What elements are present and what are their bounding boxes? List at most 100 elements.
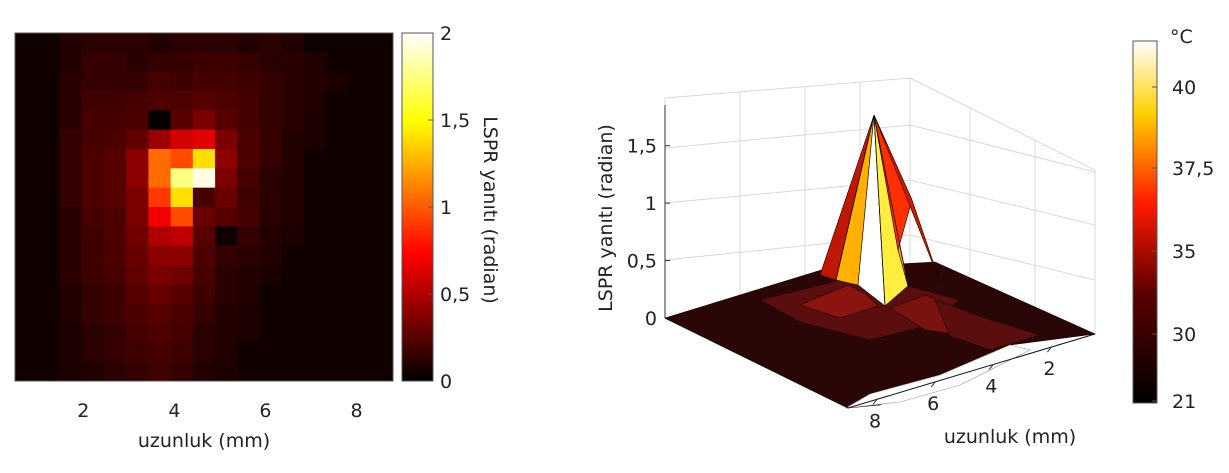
heatmap-cell	[81, 342, 105, 363]
heatmap-cell	[126, 342, 149, 363]
heatmap-cell	[326, 207, 349, 227]
heatmap-cell	[148, 187, 172, 208]
surface-colorbar-gradient	[1132, 40, 1158, 404]
heatmap-cell	[170, 284, 194, 305]
heatmap-cell	[281, 303, 305, 324]
heatmap-cell	[15, 245, 38, 266]
heatmap-cell	[15, 71, 38, 92]
heatmap-cell	[370, 168, 394, 189]
heatmap-cell	[237, 110, 260, 131]
heatmap-cell	[59, 226, 83, 247]
heatmap-cell	[81, 91, 105, 111]
heatmap-cell	[103, 323, 127, 343]
heatmap-cell	[103, 245, 127, 266]
heatmap-cell	[326, 71, 349, 92]
heatmap-cell	[259, 52, 283, 73]
heatmap-cell	[192, 226, 216, 247]
heatmap-cell	[192, 33, 216, 53]
heatmap-cell	[170, 71, 194, 92]
heatmap-cell	[326, 33, 349, 53]
heatmap-cell	[326, 361, 349, 382]
heatmap-cell	[326, 149, 349, 169]
heatmap-cell	[170, 303, 194, 324]
heatmap-cell	[103, 265, 127, 285]
heatmap-cell	[192, 361, 216, 382]
heatmap-cell	[370, 265, 394, 285]
heatmap-cell	[215, 342, 238, 363]
heatmap-cell	[37, 323, 60, 343]
heatmap-cell	[259, 207, 283, 227]
surface-colorbar-unit: °C	[1170, 26, 1193, 48]
heatmap-cell	[281, 33, 305, 53]
heatmap-cell	[304, 91, 327, 111]
heatmap-cell	[37, 187, 60, 208]
heatmap-cell	[215, 265, 238, 285]
heatmap-cell	[237, 245, 260, 266]
heatmap-cell	[326, 129, 349, 150]
surface-x-tick-mark	[988, 364, 994, 370]
heatmap-cell	[170, 265, 194, 285]
surface-colorbar-tick: 40	[1172, 77, 1196, 99]
heatmap-cell	[348, 323, 372, 343]
heatmap-cell	[81, 265, 105, 285]
heatmap-cell	[259, 226, 283, 247]
heatmap-cell	[326, 245, 349, 266]
heatmap-cell	[59, 33, 83, 53]
heatmap-cell	[15, 168, 38, 189]
heatmap-cell	[37, 129, 60, 150]
heatmap-cell	[37, 149, 60, 169]
heatmap-cell	[192, 207, 216, 227]
heatmap-colorbar-ticks: 0 0,5 1 1,5 2	[428, 23, 470, 393]
heatmap-cell	[192, 149, 216, 169]
heatmap-cell	[192, 168, 216, 189]
heatmap-cell	[148, 52, 172, 73]
heatmap-cell	[348, 361, 372, 382]
heatmap-cell	[59, 361, 83, 382]
heatmap-cell	[370, 71, 394, 92]
heatmap-x-tick: 8	[351, 400, 363, 422]
heatmap-cell	[326, 323, 349, 343]
heatmap-cell	[304, 129, 327, 150]
heatmap-cell	[148, 323, 172, 343]
heatmap-cell	[281, 265, 305, 285]
heatmap-cell	[37, 52, 60, 73]
heatmap-x-ticks: 2 4 6 8	[77, 400, 362, 422]
heatmap-cell	[237, 52, 260, 73]
heatmap-cell	[37, 207, 60, 227]
heatmap-cell	[148, 361, 172, 382]
surface-z-tick: 1,5	[627, 136, 657, 158]
heatmap-cell	[103, 91, 127, 111]
heatmap-cell	[192, 71, 216, 92]
heatmap-cell	[281, 91, 305, 111]
heatmap-cell	[370, 342, 394, 363]
heatmap-cell	[370, 187, 394, 208]
surface-colorbar-tick: 21	[1172, 391, 1196, 413]
heatmap-cell	[81, 187, 105, 208]
surface-x-tick-mark	[930, 381, 936, 388]
heatmap-cell	[215, 187, 238, 208]
heatmap-cell	[370, 33, 394, 53]
heatmap-cell	[148, 284, 172, 305]
heatmap-cell	[15, 110, 38, 131]
heatmap-cell	[281, 284, 305, 305]
heatmap-cell	[281, 342, 305, 363]
heatmap-cell	[281, 149, 305, 169]
heatmap-cell	[170, 110, 194, 131]
heatmap-cell	[237, 149, 260, 169]
heatmap-cell	[59, 342, 83, 363]
heatmap-cell	[81, 245, 105, 266]
heatmap-cell	[15, 265, 38, 285]
heatmap-cell	[148, 168, 172, 189]
surface-x-tick: 6	[927, 393, 939, 415]
heatmap-cell	[348, 52, 372, 73]
heatmap-cell	[326, 265, 349, 285]
heatmap-cell	[15, 149, 38, 169]
heatmap-cell	[370, 226, 394, 247]
heatmap-cell	[15, 284, 38, 305]
heatmap-cell	[304, 33, 327, 53]
heatmap-cell	[148, 226, 172, 247]
heatmap-x-tick: 6	[259, 400, 271, 422]
heatmap-cells	[15, 33, 394, 382]
heatmap-cell	[237, 33, 260, 53]
heatmap-cell	[281, 207, 305, 227]
